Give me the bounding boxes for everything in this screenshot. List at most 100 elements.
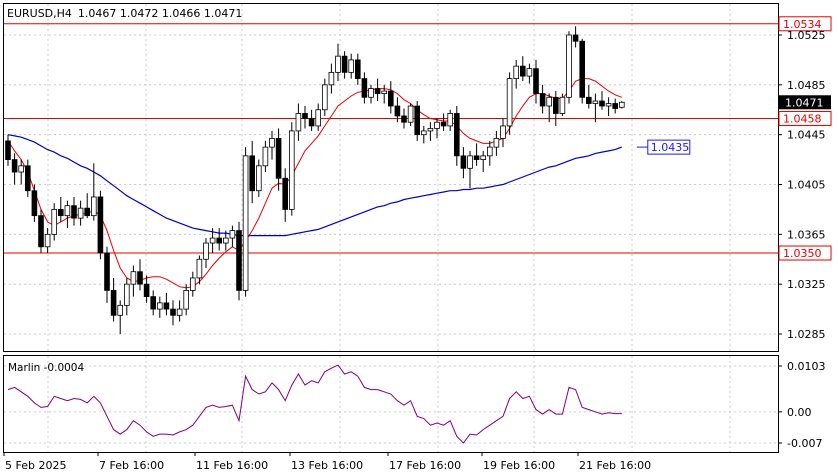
ma-label-box (647, 139, 691, 155)
price-tick-label: 1.0325 (787, 278, 826, 291)
candle (104, 246, 110, 303)
time-tick-label: 11 Feb 16:00 (196, 459, 268, 472)
level-1-0350-tag (778, 245, 832, 261)
time-tick-label: 21 Feb 16:00 (579, 459, 651, 472)
candle (401, 108, 407, 129)
main-chart-frame (3, 3, 779, 352)
candle (460, 147, 467, 179)
price-axis: 1.0525 1.0485 1.0445 1.0405 1.0365 1.0325 1.02… (778, 29, 831, 450)
candle (189, 271, 196, 297)
candle (117, 300, 124, 334)
candle (361, 72, 368, 104)
candle (196, 255, 203, 285)
candlesticks (5, 26, 625, 334)
candle (295, 103, 302, 141)
price-tick-label: 1.0285 (787, 328, 826, 341)
candle (394, 97, 401, 123)
candle (381, 84, 387, 104)
candle (288, 122, 295, 216)
candle (24, 159, 31, 197)
candle (387, 81, 394, 114)
candle (354, 53, 361, 85)
level-1-0350-label: 1.0350 (783, 247, 822, 260)
candle (480, 150, 486, 173)
ma-slow-path (7, 134, 623, 237)
time-tick-label: 19 Feb 16:00 (483, 459, 555, 472)
candle (44, 228, 51, 254)
candle (143, 275, 150, 303)
marlin-indicator-line (7, 364, 622, 444)
candle (414, 101, 420, 141)
candle (124, 277, 130, 316)
candle (242, 147, 249, 297)
candle (91, 163, 97, 221)
candle (64, 200, 71, 229)
time-tick-label: 5 Feb 2025 (5, 459, 66, 472)
indicator-frame (3, 355, 779, 453)
current-price-tag (779, 95, 831, 110)
candle (229, 225, 236, 247)
candle (183, 284, 190, 316)
candle (315, 103, 321, 131)
candle (249, 140, 256, 204)
candle (619, 101, 625, 109)
candle (612, 98, 618, 114)
candle (500, 118, 506, 148)
ma-fast-path (7, 78, 622, 289)
indicator-tick-label: 0.00 (787, 406, 812, 419)
candle (222, 230, 229, 251)
candle (586, 84, 592, 109)
candle (599, 91, 605, 110)
candle (407, 103, 414, 126)
level-1-0458-tag (778, 110, 832, 126)
current-price-label: 1.0471 (785, 96, 824, 109)
candle (374, 78, 381, 102)
candle (203, 238, 209, 268)
candle (348, 53, 354, 79)
horizontal-levels[interactable]: 1.0534 1.0458 1.0350 (4, 16, 832, 261)
candle (269, 130, 275, 160)
candle (427, 122, 434, 141)
ma-label-value: 1.0435 (651, 141, 690, 154)
candle (110, 277, 117, 322)
candle (77, 200, 84, 226)
candle (566, 31, 572, 104)
candle (156, 296, 163, 318)
slow-moving-average: 1.0435 (7, 134, 691, 237)
indicator-title: Marlin -0.0004 (8, 362, 84, 374)
candle (486, 140, 493, 166)
candle (216, 228, 223, 251)
candle (533, 59, 539, 104)
fast-moving-average (7, 78, 622, 289)
candle (150, 290, 157, 316)
price-tick-label: 1.0525 (787, 29, 826, 42)
time-tick-label: 7 Feb 16:00 (99, 459, 164, 472)
candle (328, 63, 335, 94)
candle (275, 128, 282, 191)
candle (5, 134, 11, 166)
price-tick-label: 1.0485 (787, 79, 826, 92)
candle (282, 168, 288, 222)
candle (209, 228, 216, 254)
price-tick-label: 1.0405 (787, 179, 826, 192)
candle (546, 93, 552, 123)
price-tick-label: 1.0365 (787, 228, 826, 241)
grid (4, 4, 778, 452)
candle (31, 184, 38, 222)
candle (572, 26, 579, 48)
candle (335, 43, 341, 82)
time-axis: 5 Feb 2025 7 Feb 16:00 11 Feb 16:00 13 Feb … (3, 452, 651, 472)
level-1-0534-tag (778, 16, 832, 32)
candle (605, 97, 612, 116)
candle (493, 130, 500, 156)
candle (137, 259, 143, 291)
chart-header: EURUSD,H4 1.0467 1.0472 1.0466 1.0471 (7, 7, 242, 20)
candle (130, 265, 137, 297)
candle (236, 221, 242, 301)
candle (420, 125, 427, 144)
time-tick-label: 17 Feb 16:00 (389, 459, 461, 472)
candle (51, 203, 57, 241)
indicator-tick-label: 0.0103 (787, 360, 826, 373)
candle (255, 159, 262, 197)
